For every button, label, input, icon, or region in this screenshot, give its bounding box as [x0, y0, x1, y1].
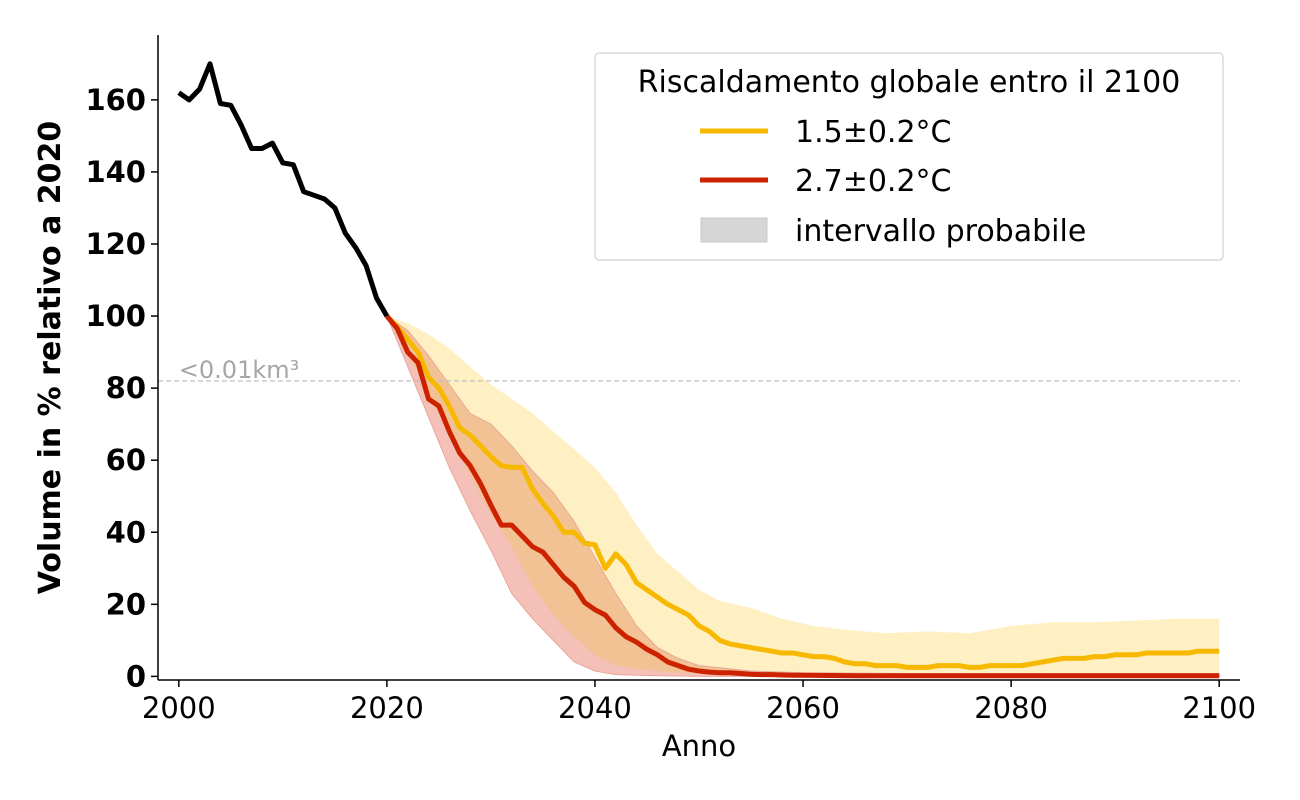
y-tick-label: 140 [85, 155, 146, 189]
x-ticks: 2000 2020 2040 2060 2080 2100 [142, 680, 1256, 725]
y-tick-label: 40 [106, 515, 146, 549]
legend-entry-high: 2.7±0.2°C [795, 164, 952, 199]
legend-entry-range: intervallo probabile [795, 214, 1086, 249]
legend-entry-low: 1.5±0.2°C [795, 115, 952, 150]
y-tick-label: 20 [106, 587, 146, 621]
y-tick-label: 100 [85, 299, 146, 333]
series-line-ssp_high [384, 314, 1220, 679]
axes [157, 35, 1240, 681]
x-tick-label: 2100 [1182, 691, 1256, 725]
y-tick-label: 120 [85, 227, 146, 261]
reference-line-label: <0.01km³ [179, 356, 299, 384]
y-tick-label: 160 [85, 83, 146, 117]
legend-frame [594, 52, 1224, 261]
x-tick-label: 2020 [350, 691, 424, 725]
y-axis-label: Volume in % relativo a 2020 [33, 121, 68, 595]
x-tick-label: 2040 [558, 691, 632, 725]
legend-swatch-range [700, 217, 768, 243]
legend-title: Riscaldamento globale entro il 2100 [638, 65, 1181, 100]
x-tick-label: 2000 [142, 691, 216, 725]
x-axis-label: Anno [662, 729, 736, 763]
x-tick-label: 2060 [766, 691, 840, 725]
series-line-ssp_low [385, 314, 1220, 670]
series-lines [177, 61, 1220, 679]
y-tick-label: 0 [126, 659, 146, 693]
y-ticks: 0 20 40 60 80 100 120 140 160 [85, 83, 158, 693]
series-line-historical [177, 61, 390, 318]
y-tick-label: 60 [106, 443, 146, 477]
x-tick-label: 2080 [974, 691, 1048, 725]
legend: Riscaldamento globale entro il 2100 1.5±… [594, 52, 1224, 261]
y-tick-label: 80 [106, 371, 146, 405]
band-overlap-area [386, 316, 1220, 675]
